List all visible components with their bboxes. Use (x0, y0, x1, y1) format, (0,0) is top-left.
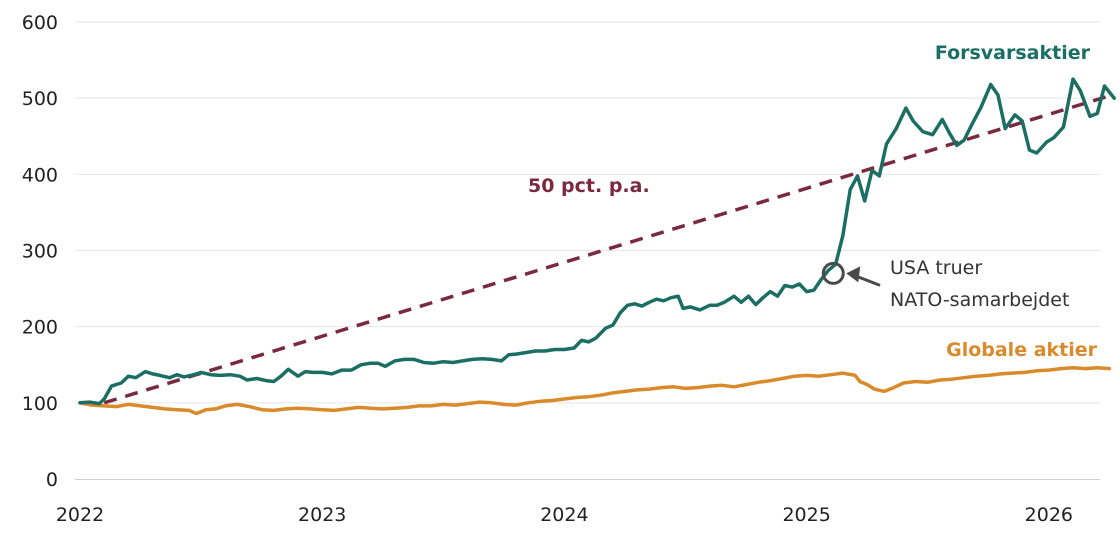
annotation-circle (821, 261, 845, 285)
x-tick-label: 2023 (298, 504, 346, 526)
annotation-line2: NATO-samarbejdet (890, 289, 1069, 311)
series-line-trend (103, 92, 1115, 405)
series-line-defense (78, 77, 1116, 406)
x-tick-label: 2022 (56, 504, 104, 526)
y-tick-label: 300 (22, 241, 58, 263)
y-tick-label: 0 (46, 469, 58, 491)
y-tick-label: 500 (22, 88, 58, 110)
annotation-arrowhead (846, 266, 861, 283)
y-tick-label: 200 (22, 317, 58, 339)
y-axis: 0 100 200 300 400 500 600 (22, 12, 58, 491)
grid-lines (75, 21, 1100, 404)
label-defense: Forsvarsaktier (935, 42, 1091, 64)
annotation-line1: USA truer (890, 257, 982, 279)
x-tick-label: 2024 (540, 504, 588, 526)
x-axis: 2022 2023 2024 2025 2026 (56, 479, 1100, 526)
annotation: USA truer NATO-samarbejdet (821, 257, 1069, 311)
y-tick-label: 100 (22, 393, 58, 415)
label-global: Globale aktier (946, 339, 1098, 361)
series-line-global (78, 366, 1112, 416)
series-lines (78, 77, 1116, 416)
y-tick-label: 400 (22, 164, 58, 186)
y-tick-label: 600 (22, 12, 58, 34)
x-tick-label: 2026 (1025, 504, 1073, 526)
x-tick-label: 2025 (782, 504, 830, 526)
label-trend: 50 pct. p.a. (528, 175, 650, 197)
